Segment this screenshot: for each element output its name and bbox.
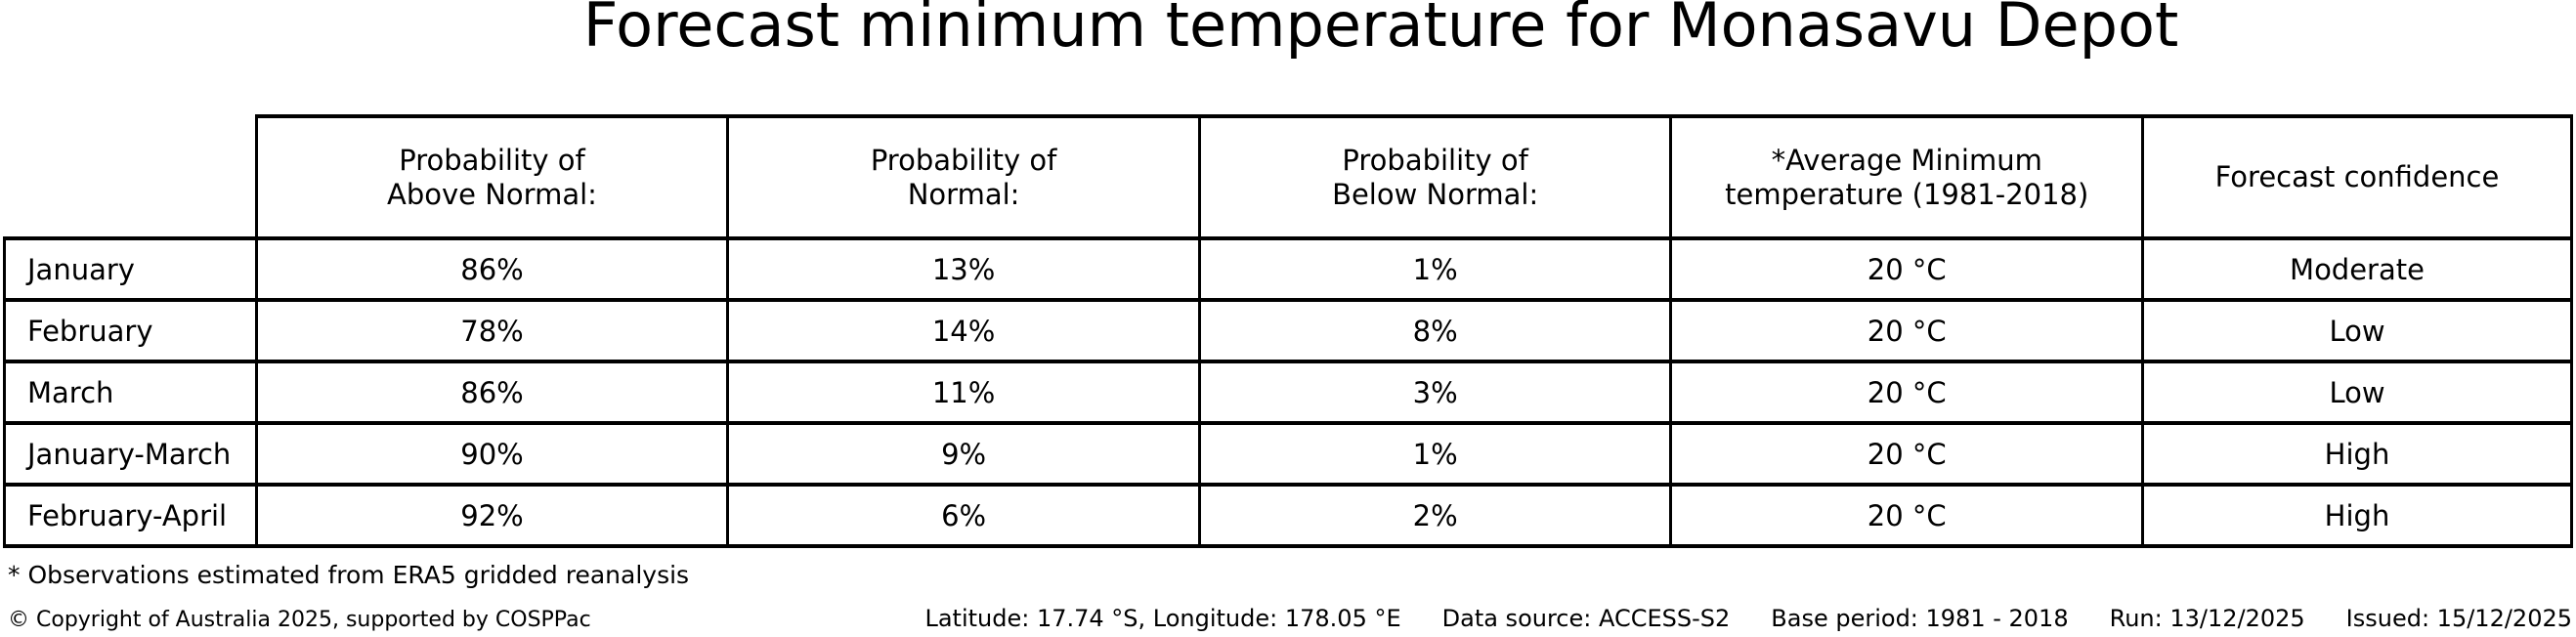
issued-date-text: Issued: 15/12/2025: [2345, 605, 2572, 632]
run-date-text: Run: 13/12/2025: [2109, 605, 2305, 632]
cell-normal: 11%: [726, 360, 1201, 425]
col-header-normal: Probability of Normal:: [726, 114, 1201, 240]
corner-cell: [5, 116, 257, 238]
cell-above-normal: 90%: [254, 421, 730, 487]
row-label: February-April: [3, 483, 258, 548]
cell-above-normal: 86%: [254, 236, 730, 302]
cell-confidence: Moderate: [2141, 236, 2573, 302]
copyright-text: © Copyright of Australia 2025, supported…: [8, 608, 591, 632]
table-row: January-March 90% 9% 1% 20 °C High: [3, 421, 2573, 487]
cell-average-minimum: 20 °C: [1669, 483, 2145, 548]
base-period-text: Base period: 1981 - 2018: [1771, 605, 2069, 632]
cell-below-normal: 1%: [1197, 421, 1673, 487]
table-row: March 86% 11% 3% 20 °C Low: [3, 360, 2573, 425]
cell-confidence: High: [2141, 483, 2573, 548]
row-label: January-March: [3, 421, 258, 487]
cell-normal: 13%: [726, 236, 1201, 302]
col-header-average-minimum: *Average Minimum temperature (1981-2018): [1669, 114, 2145, 240]
cell-normal: 14%: [726, 298, 1201, 363]
location-coordinates: Latitude: 17.74 °S, Longitude: 178.05 °E: [924, 605, 1401, 632]
cell-below-normal: 2%: [1197, 483, 1673, 548]
footer-bar: © Copyright of Australia 2025, supported…: [8, 605, 2572, 632]
col-header-below-normal: Probability of Below Normal:: [1197, 114, 1673, 240]
cell-confidence: Low: [2141, 360, 2573, 425]
cell-below-normal: 8%: [1197, 298, 1673, 363]
cell-above-normal: 92%: [254, 483, 730, 548]
cell-above-normal: 86%: [254, 360, 730, 425]
data-source-text: Data source: ACCESS-S2: [1441, 605, 1731, 632]
cell-above-normal: 78%: [254, 298, 730, 363]
cell-confidence: High: [2141, 421, 2573, 487]
cell-average-minimum: 20 °C: [1669, 421, 2145, 487]
cell-confidence: Low: [2141, 298, 2573, 363]
cell-below-normal: 1%: [1197, 236, 1673, 302]
table-row: February-April 92% 6% 2% 20 °C High: [3, 483, 2573, 548]
cell-below-normal: 3%: [1197, 360, 1673, 425]
col-header-forecast-confidence: Forecast confidence: [2141, 114, 2573, 240]
cell-average-minimum: 20 °C: [1669, 298, 2145, 363]
page-title: Forecast minimum temperature for Monasav…: [582, 0, 2179, 61]
observations-footnote: * Observations estimated from ERA5 gridd…: [8, 561, 690, 589]
cell-normal: 6%: [726, 483, 1201, 548]
table-row: February 78% 14% 8% 20 °C Low: [3, 298, 2573, 363]
row-label: February: [3, 298, 258, 363]
row-label: January: [3, 236, 258, 302]
table-row: January 86% 13% 1% 20 °C Moderate: [3, 236, 2573, 302]
col-header-above-normal: Probability of Above Normal:: [254, 114, 730, 240]
cell-average-minimum: 20 °C: [1669, 236, 2145, 302]
cell-normal: 9%: [726, 421, 1201, 487]
row-label: March: [3, 360, 258, 425]
header-row: Probability of Above Normal: Probability…: [5, 114, 2573, 240]
cell-average-minimum: 20 °C: [1669, 360, 2145, 425]
forecast-table: Probability of Above Normal: Probability…: [3, 114, 2573, 548]
